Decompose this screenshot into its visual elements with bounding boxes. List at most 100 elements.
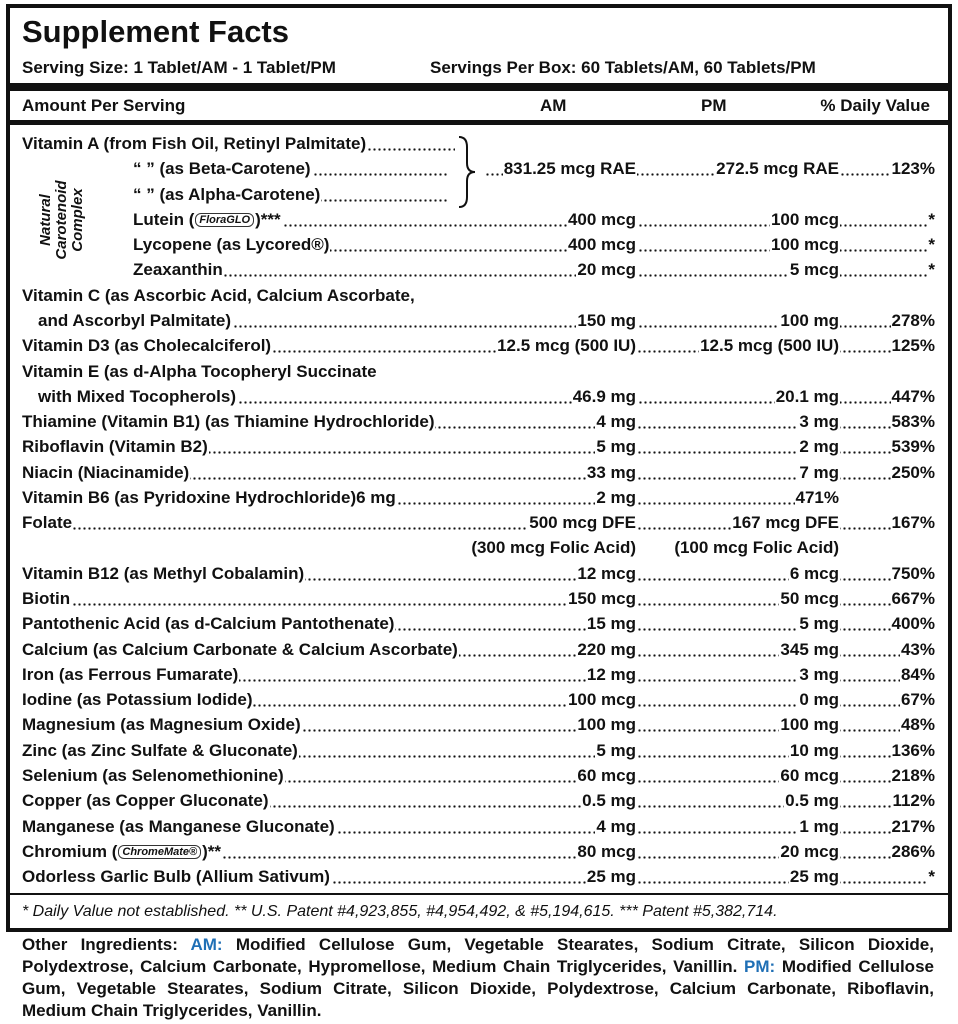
daily-value: 218%: [891, 763, 936, 788]
daily-value: 48%: [900, 712, 936, 737]
pm-amount: 12.5 mcg (500 IU): [699, 333, 840, 358]
am-amount: 0.5 mg: [581, 788, 637, 813]
am-amount: 12.5 mcg (500 IU): [496, 333, 637, 358]
pm-amount: 7 mg: [798, 460, 840, 485]
header-dv: % Daily Value: [820, 96, 930, 116]
name-text: Niacin (Niacinamide): [22, 463, 189, 482]
am-amount: 400 mcg: [567, 207, 637, 232]
daily-value: 136%: [891, 738, 936, 763]
am-amount: 150 mcg: [567, 586, 637, 611]
nutrient-form: “ ” (as Alpha-Carotene): [133, 182, 321, 207]
am-amount: 5 mg: [595, 434, 637, 459]
side-label: NaturalCarotenoidComplex: [38, 176, 86, 264]
am-amount: 4 mg: [595, 409, 637, 434]
nutrient-name: Pantothenic Acid (as d-Calcium Pantothen…: [22, 611, 395, 636]
nutrient-name: Vitamin B12 (as Methyl Cobalamin): [22, 561, 305, 586]
nutrient-name: Calcium (as Calcium Carbonate & Calcium …: [22, 637, 459, 662]
name-text: Calcium (as Calcium Carbonate & Calcium …: [22, 640, 458, 659]
pm-amount: 50 mcg: [779, 586, 840, 611]
am-amount: 33 mg: [586, 460, 637, 485]
daily-value: *: [927, 232, 936, 257]
name-text: Copper (as Copper Gluconate): [22, 791, 269, 810]
name-text: Pantothenic Acid (as d-Calcium Pantothen…: [22, 614, 394, 633]
nutrient-name: Lycopene (as Lycored®): [133, 232, 330, 257]
pm-amount: 6 mcg: [789, 561, 840, 586]
am-amount: 100 mg: [576, 712, 637, 737]
pm-amount: 100 mg: [779, 712, 840, 737]
name-suffix: )**: [202, 842, 221, 861]
am-amount: 220 mg: [576, 637, 637, 662]
nutrient-name: Biotin: [22, 586, 71, 611]
am-amount: 4 mg: [595, 814, 637, 839]
thick-rule: [10, 83, 948, 91]
daily-value: *: [927, 864, 936, 889]
name-text: Zeaxanthin: [133, 260, 223, 279]
footnote: * Daily Value not established. ** U.S. P…: [22, 903, 778, 921]
name-text: Lycopene (as Lycored®): [133, 235, 329, 254]
daily-value: 112%: [891, 788, 936, 813]
daily-value: *: [927, 257, 936, 282]
pm-amount: 2 mg: [798, 434, 840, 459]
pm-amount: 100 mcg: [770, 232, 840, 257]
name-text: Zinc (as Zinc Sulfate & Gluconate): [22, 741, 298, 760]
am-amount: 80 mcg: [576, 839, 637, 864]
daily-value: 750%: [891, 561, 936, 586]
daily-value: 167%: [891, 510, 936, 535]
rule: [10, 120, 948, 125]
nutrient-name: Niacin (Niacinamide): [22, 460, 190, 485]
brand-logo: ChromeMate®: [118, 845, 201, 859]
name-text: Folate: [22, 513, 72, 532]
pm-amount: 20 mcg: [779, 839, 840, 864]
name-text: Thiamine (Vitamin B1) (as Thiamine Hydro…: [22, 412, 434, 431]
nutrient-name: Vitamin E (as d-Alpha Tocopheryl Succina…: [22, 359, 378, 384]
daily-value: 278%: [891, 308, 936, 333]
brand-logo: FloraGLO: [195, 213, 254, 227]
name-text: Chromium (: [22, 842, 117, 861]
nutrient-name: Chromium (ChromeMate®)**: [22, 839, 222, 864]
nutrient-name: Vitamin B6 (as Pyridoxine Hydrochloride)…: [22, 485, 397, 510]
am-amount: 500 mcg DFE: [528, 510, 637, 535]
nutrient-name: Magnesium (as Magnesium Oxide): [22, 712, 302, 737]
name-text: Vitamin D3 (as Cholecalciferol): [22, 336, 271, 355]
name-text: Odorless Garlic Bulb (Allium Sativum): [22, 867, 330, 886]
nutrient-name-cont: with Mixed Tocopherols): [38, 384, 237, 409]
name-text: Iron (as Ferrous Fumarate): [22, 665, 238, 684]
other-ingredients: Other Ingredients: AM: Modified Cellulos…: [22, 934, 934, 1022]
nutrient-name: Zinc (as Zinc Sulfate & Gluconate): [22, 738, 299, 763]
name-text: Lutein (: [133, 210, 194, 229]
pm-amount: 167 mcg DFE: [731, 510, 840, 535]
nutrient-name: Odorless Garlic Bulb (Allium Sativum): [22, 864, 331, 889]
serving-size: Serving Size: 1 Tablet/AM - 1 Tablet/PM: [22, 58, 336, 78]
header-pm: PM: [701, 96, 727, 116]
nutrient-name: Vitamin A (from Fish Oil, Retinyl Palmit…: [22, 131, 367, 156]
nutrient-name: Iron (as Ferrous Fumarate): [22, 662, 239, 687]
am-amount: 20 mcg: [576, 257, 637, 282]
am-amount: 5 mg: [595, 738, 637, 763]
name-suffix: )***: [255, 210, 281, 229]
daily-value: 400%: [891, 611, 936, 636]
name-text: Riboflavin (Vitamin B2): [22, 437, 208, 456]
am-amount: 100 mcg: [567, 687, 637, 712]
daily-value: 250%: [891, 460, 936, 485]
pm-amount: 100 mg: [779, 308, 840, 333]
pm-amount: 25 mg: [789, 864, 840, 889]
am-amount: 2 mg: [595, 485, 637, 510]
side-label-line: Natural: [38, 176, 54, 264]
rule: [10, 893, 948, 895]
am-amount: 46.9 mg: [572, 384, 637, 409]
pm-amount: 100 mcg: [770, 207, 840, 232]
nutrient-name: Thiamine (Vitamin B1) (as Thiamine Hydro…: [22, 409, 435, 434]
servings-per-box: Servings Per Box: 60 Tablets/AM, 60 Tabl…: [430, 58, 816, 78]
label: Other Ingredients:: [22, 935, 178, 954]
name-text: Magnesium (as Magnesium Oxide): [22, 715, 301, 734]
name-text: Manganese (as Manganese Gluconate): [22, 817, 335, 836]
side-label-line: Carotenoid: [54, 176, 70, 264]
am-amount: 400 mcg: [567, 232, 637, 257]
daily-value: 667%: [891, 586, 936, 611]
title: Supplement Facts: [22, 14, 289, 50]
name-text: Vitamin B12 (as Methyl Cobalamin): [22, 564, 304, 583]
side-label-line: Complex: [70, 176, 86, 264]
pm-amount: 0 mg: [798, 687, 840, 712]
nutrient-name: Manganese (as Manganese Gluconate): [22, 814, 336, 839]
